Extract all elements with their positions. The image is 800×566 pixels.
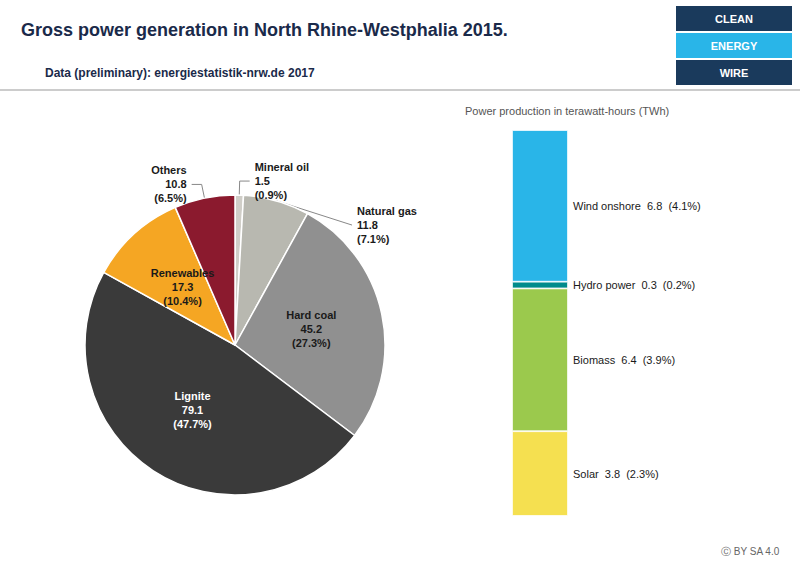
svg-text:10.8: 10.8	[165, 178, 186, 190]
svg-text:Ⓒ BY SA 4.0: Ⓒ BY SA 4.0	[721, 546, 780, 557]
svg-text:11.8: 11.8	[357, 219, 378, 231]
svg-text:1.5: 1.5	[255, 175, 270, 187]
svg-text:79.1: 79.1	[182, 404, 203, 416]
svg-text:17.3: 17.3	[172, 281, 193, 293]
svg-text:Solar 3.8 (2.3%): Solar 3.8 (2.3%)	[573, 468, 659, 480]
svg-text:CLEAN: CLEAN	[715, 13, 753, 25]
svg-text:Lignite: Lignite	[174, 390, 210, 402]
svg-text:(47.7%): (47.7%)	[173, 418, 212, 430]
svg-text:(0.9%): (0.9%)	[255, 189, 288, 201]
svg-text:Others: Others	[151, 164, 186, 176]
svg-text:ENERGY: ENERGY	[711, 40, 758, 52]
svg-text:45.2: 45.2	[301, 323, 322, 335]
svg-text:Hydro power 0.3 (0.2%): Hydro power 0.3 (0.2%)	[573, 279, 695, 291]
svg-text:Natural gas: Natural gas	[357, 205, 417, 217]
svg-text:(27.3%): (27.3%)	[292, 337, 331, 349]
svg-text:(6.5%): (6.5%)	[154, 192, 187, 204]
svg-text:Gross power generation in Nort: Gross power generation in North Rhine-We…	[21, 20, 508, 40]
svg-text:Power production in terawatt-h: Power production in terawatt-hours (TWh)	[465, 105, 669, 117]
svg-text:(10.4%): (10.4%)	[163, 295, 202, 307]
svg-text:Hard coal: Hard coal	[286, 309, 336, 321]
svg-text:WIRE: WIRE	[720, 67, 749, 79]
svg-text:Wind onshore 6.8 (4.1%): Wind onshore 6.8 (4.1%)	[573, 200, 701, 212]
svg-text:(7.1%): (7.1%)	[357, 233, 390, 245]
svg-text:Data (preliminary): energiesta: Data (preliminary): energiestatistik-nrw…	[45, 66, 315, 80]
svg-text:Renewables: Renewables	[151, 267, 215, 279]
svg-text:Mineral oil: Mineral oil	[255, 161, 309, 173]
svg-text:Biomass 6.4 (3.9%): Biomass 6.4 (3.9%)	[573, 354, 675, 366]
